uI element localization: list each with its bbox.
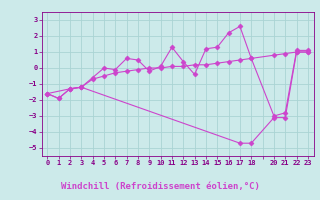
Text: Windchill (Refroidissement éolien,°C): Windchill (Refroidissement éolien,°C)	[60, 182, 260, 192]
